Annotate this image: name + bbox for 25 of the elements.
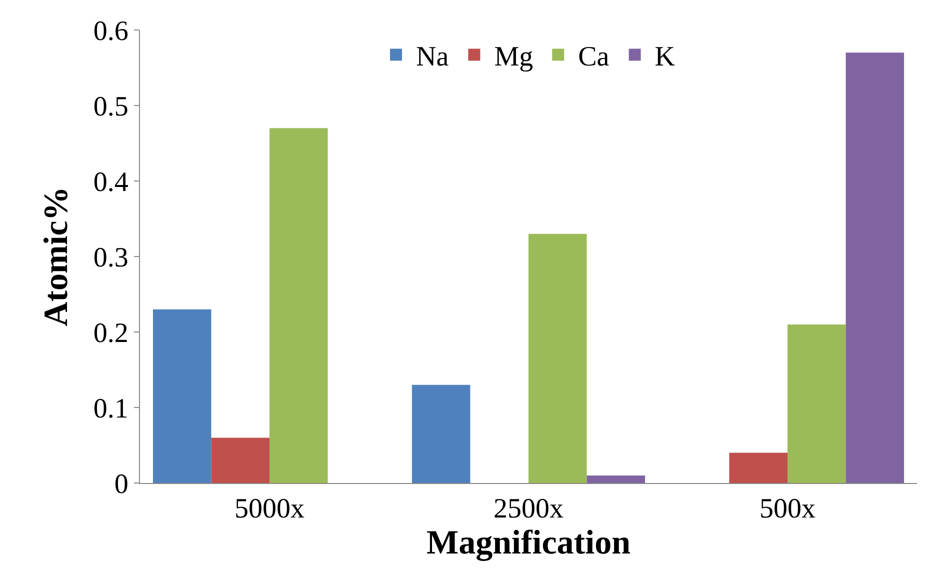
- x-axis-title: Magnification: [426, 524, 631, 562]
- x-tick-label: 2500x: [494, 494, 564, 525]
- y-tick-label: 0.3: [93, 242, 128, 274]
- y-tick-label: 0.6: [93, 16, 128, 47]
- bar: [152, 309, 212, 483]
- y-tick-label: 0: [114, 468, 128, 500]
- bar: [729, 452, 788, 483]
- x-tick-label: 500x: [760, 494, 816, 525]
- bar: [270, 128, 328, 483]
- y-tick-label: 0.2: [93, 318, 128, 349]
- bar: [788, 324, 846, 483]
- y-tick-label: 0.1: [93, 393, 128, 424]
- legend-label: Mg: [494, 42, 534, 73]
- x-tick-label: 5000x: [234, 494, 304, 525]
- y-tick-label: 0.5: [93, 91, 128, 122]
- legend-label: Ca: [578, 42, 610, 73]
- legend-label: K: [654, 42, 676, 73]
- bar: [586, 475, 646, 483]
- y-tick-label: 0.4: [93, 166, 128, 198]
- bar: [211, 438, 270, 483]
- y-axis-title: Atomic%: [38, 186, 75, 326]
- bar: [528, 234, 587, 483]
- bar: [412, 384, 470, 483]
- legend-label: Na: [416, 42, 450, 73]
- bar: [846, 52, 904, 483]
